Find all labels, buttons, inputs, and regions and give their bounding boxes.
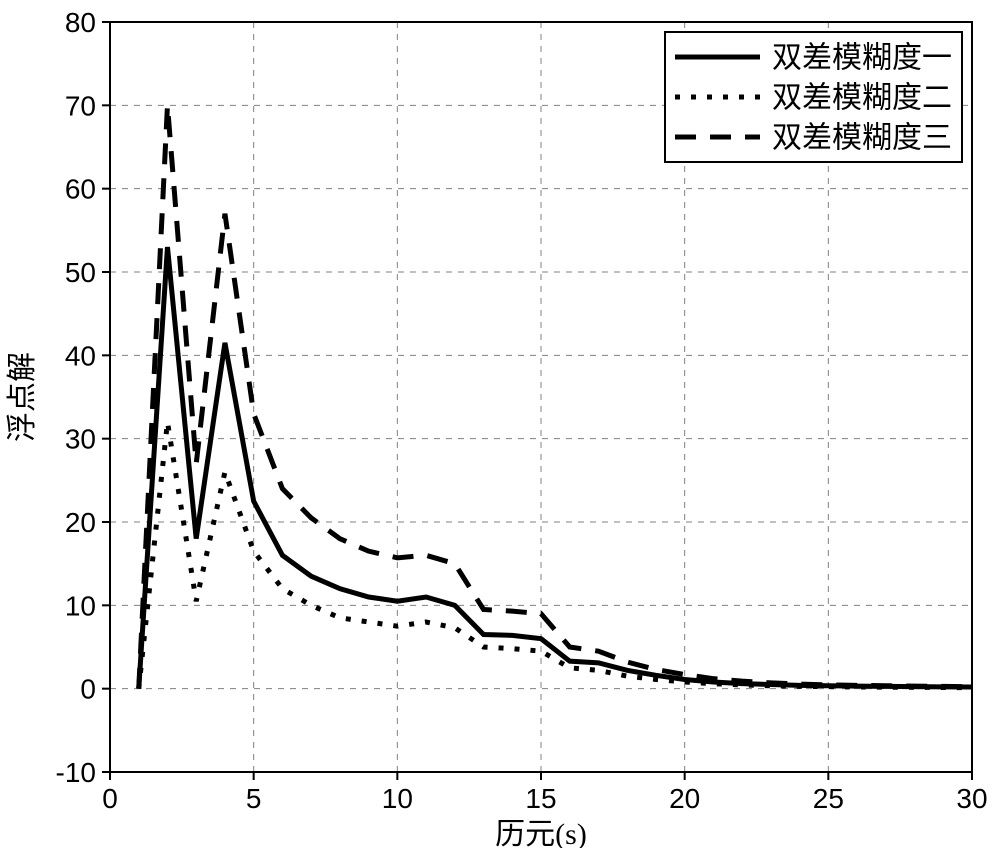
y-axis-label: 浮点解 (6, 352, 39, 442)
ytick-label: 0 (80, 674, 96, 705)
x-axis-label: 历元(s) (495, 818, 587, 848)
legend: 双差模糊度一双差模糊度二双差模糊度三 (665, 32, 962, 162)
ytick-label: 10 (65, 590, 96, 621)
xtick-label: 30 (956, 783, 987, 814)
ytick-label: -10 (56, 757, 96, 788)
ytick-label: 30 (65, 424, 96, 455)
chart-container: 051015202530-1001020304050607080历元(s)浮点解… (0, 0, 1000, 848)
xtick-label: 15 (525, 783, 556, 814)
line-chart: 051015202530-1001020304050607080历元(s)浮点解… (0, 0, 1000, 848)
xtick-label: 20 (669, 783, 700, 814)
xtick-label: 5 (246, 783, 262, 814)
xtick-label: 25 (813, 783, 844, 814)
ytick-label: 50 (65, 257, 96, 288)
legend-label-2: 双差模糊度二 (772, 82, 952, 115)
ytick-label: 20 (65, 507, 96, 538)
ytick-label: 70 (65, 90, 96, 121)
ytick-label: 80 (65, 7, 96, 38)
ytick-label: 60 (65, 174, 96, 205)
legend-label-3: 双差模糊度三 (772, 122, 952, 155)
xtick-label: 10 (382, 783, 413, 814)
xtick-label: 0 (102, 783, 118, 814)
legend-label-1: 双差模糊度一 (772, 42, 952, 75)
ytick-label: 40 (65, 340, 96, 371)
